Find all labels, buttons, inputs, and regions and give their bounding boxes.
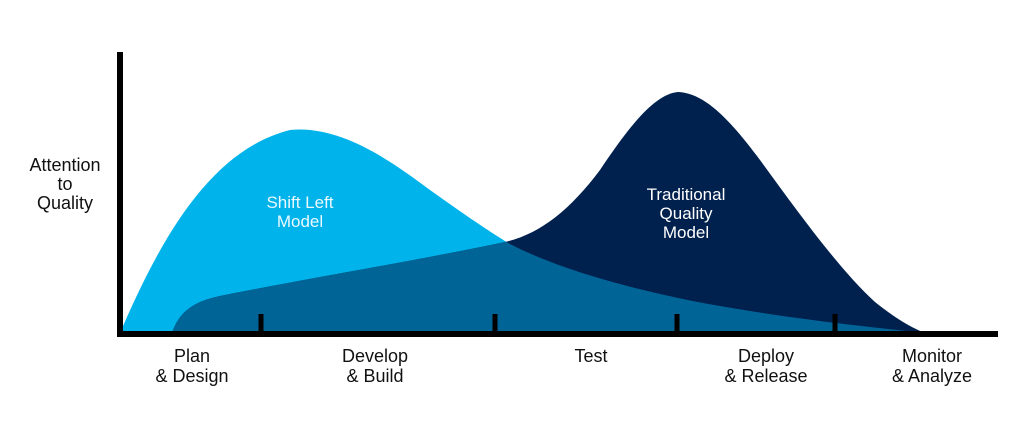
stage-label-deploy-release: Deploy & Release	[724, 346, 808, 386]
y-axis-label: Attention to Quality	[29, 155, 101, 213]
stage-label-plan-design: Plan & Design	[155, 346, 229, 386]
traditional-quality-model-label: Traditional Quality Model	[646, 185, 726, 242]
shift-left-model-label: Shift Left Model	[266, 193, 334, 231]
stage-label-test: Test	[574, 346, 608, 366]
stage-label-monitor-analyze: Monitor & Analyze	[891, 346, 973, 386]
stage-label-develop-build: Develop & Build	[341, 346, 409, 386]
